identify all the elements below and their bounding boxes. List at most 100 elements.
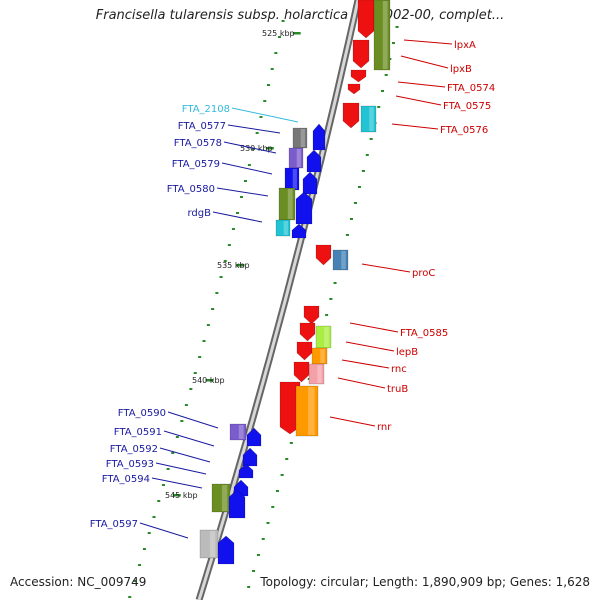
left-label-leader xyxy=(163,430,215,447)
tick-mark xyxy=(391,42,395,44)
tick-mark xyxy=(247,586,251,588)
left-label-leader xyxy=(151,477,203,489)
gene-fta0592-arrow xyxy=(238,463,254,479)
right-label-leader xyxy=(345,341,395,352)
gene-lepb-arrow xyxy=(299,322,316,342)
tick-mark xyxy=(380,90,384,92)
gene-olive-block xyxy=(373,0,391,71)
tick-mark xyxy=(333,282,337,284)
gene-cyan-block-shine xyxy=(369,107,374,131)
tick-mark xyxy=(243,180,247,182)
tick-mark xyxy=(133,580,137,582)
gene-cyan-block xyxy=(360,105,377,133)
gene-fta0594-block xyxy=(211,483,231,513)
scale-tick xyxy=(265,147,274,150)
tick-mark xyxy=(275,490,279,492)
right-label-leader xyxy=(395,95,442,106)
tick-mark xyxy=(157,500,161,502)
left-gene-label: FTA_0592 xyxy=(110,444,158,455)
tick-mark xyxy=(285,458,289,460)
tick-mark xyxy=(239,196,243,198)
left-label-leader xyxy=(159,447,211,463)
tick-mark xyxy=(365,154,369,156)
left-gene-label: FTA_0593 xyxy=(106,459,154,470)
gene-fta0597-block xyxy=(199,529,219,559)
tick-mark xyxy=(255,132,259,134)
tick-mark xyxy=(345,234,349,236)
tick-mark xyxy=(266,84,270,86)
right-gene-label: FTA_0575 xyxy=(443,101,491,112)
tick-mark xyxy=(256,554,260,556)
right-gene-label: lpxA xyxy=(454,40,476,51)
map-title: Francisella tularensis subsp. holarctica… xyxy=(95,8,505,23)
tick-mark xyxy=(271,506,275,508)
gene-fta0579-block-shine xyxy=(292,169,297,189)
gene-fta2108-arrow xyxy=(312,123,326,151)
left-gene-label: rdgB xyxy=(188,208,212,219)
gene-steel-block-shine xyxy=(341,251,346,269)
gene-fta0578-arrow xyxy=(306,149,322,173)
left-label-leader xyxy=(223,141,277,154)
tick-mark xyxy=(361,170,365,172)
tick-mark xyxy=(147,532,151,534)
tick-mark xyxy=(252,570,256,572)
gene-fta0577-block-shine xyxy=(300,129,305,147)
tick-mark xyxy=(227,244,231,246)
gene-lime-block-shine xyxy=(324,327,329,347)
tick-mark xyxy=(166,468,170,470)
tick-mark xyxy=(184,404,188,406)
tick-mark xyxy=(384,74,388,76)
tick-mark xyxy=(270,68,274,70)
gene-pink-block-shine xyxy=(317,365,322,383)
accession-label: Accession: NC_009749 xyxy=(10,575,147,589)
gene-fta0590-arrow xyxy=(246,427,262,447)
left-gene-label: FTA_0577 xyxy=(178,121,226,132)
tick-mark xyxy=(263,100,267,102)
right-gene-label: rnc xyxy=(391,364,407,375)
gene-rnr-block xyxy=(295,385,319,437)
scale-label: 525 kbp xyxy=(262,29,295,38)
tick-mark xyxy=(235,212,239,214)
tick-mark xyxy=(223,260,227,262)
gene-fta0585-arrow xyxy=(303,305,320,325)
tick-mark xyxy=(142,548,146,550)
right-gene-label: lepB xyxy=(396,347,418,358)
tick-mark xyxy=(206,324,210,326)
right-gene-label: truB xyxy=(387,384,408,395)
left-label-leader xyxy=(155,462,207,475)
left-label-leader xyxy=(216,187,269,197)
gene-fta0594-arrow xyxy=(228,489,246,519)
gene-fta0574-arrow xyxy=(350,69,367,83)
tick-mark xyxy=(152,516,156,518)
right-gene-label: rnr xyxy=(377,422,392,433)
left-label-leader xyxy=(139,522,189,539)
gene-red-large xyxy=(279,381,301,435)
gene-fta0580-block xyxy=(278,187,296,221)
left-gene-label: FTA_0590 xyxy=(118,408,166,419)
gene-trub-arrow xyxy=(293,361,310,383)
tick-mark xyxy=(259,116,263,118)
gene-fta0594-block-shine xyxy=(221,485,228,511)
right-label-leader xyxy=(400,55,449,69)
tick-mark xyxy=(377,106,381,108)
gene-fta0590-block xyxy=(229,423,247,441)
left-label-leader xyxy=(212,211,263,223)
right-label-leader xyxy=(391,123,439,130)
gene-fta0575-arrow xyxy=(347,83,361,95)
tick-mark xyxy=(349,218,353,220)
scale-tick xyxy=(205,379,214,382)
gene-olive-block-shine xyxy=(382,1,388,69)
gene-fta0580-block-shine xyxy=(287,189,293,219)
tick-mark xyxy=(193,372,197,374)
tick-mark xyxy=(189,388,193,390)
right-label-leader xyxy=(337,377,386,389)
right-label-leader xyxy=(397,81,446,88)
tick-mark xyxy=(198,356,202,358)
tick-mark xyxy=(395,26,399,28)
gene-lpxb-arrow xyxy=(352,39,370,69)
scale-label: 540 kbp xyxy=(192,376,225,385)
tick-mark xyxy=(274,52,278,54)
left-gene-label: FTA_0591 xyxy=(114,427,162,438)
right-gene-label: FTA_0574 xyxy=(447,83,495,94)
